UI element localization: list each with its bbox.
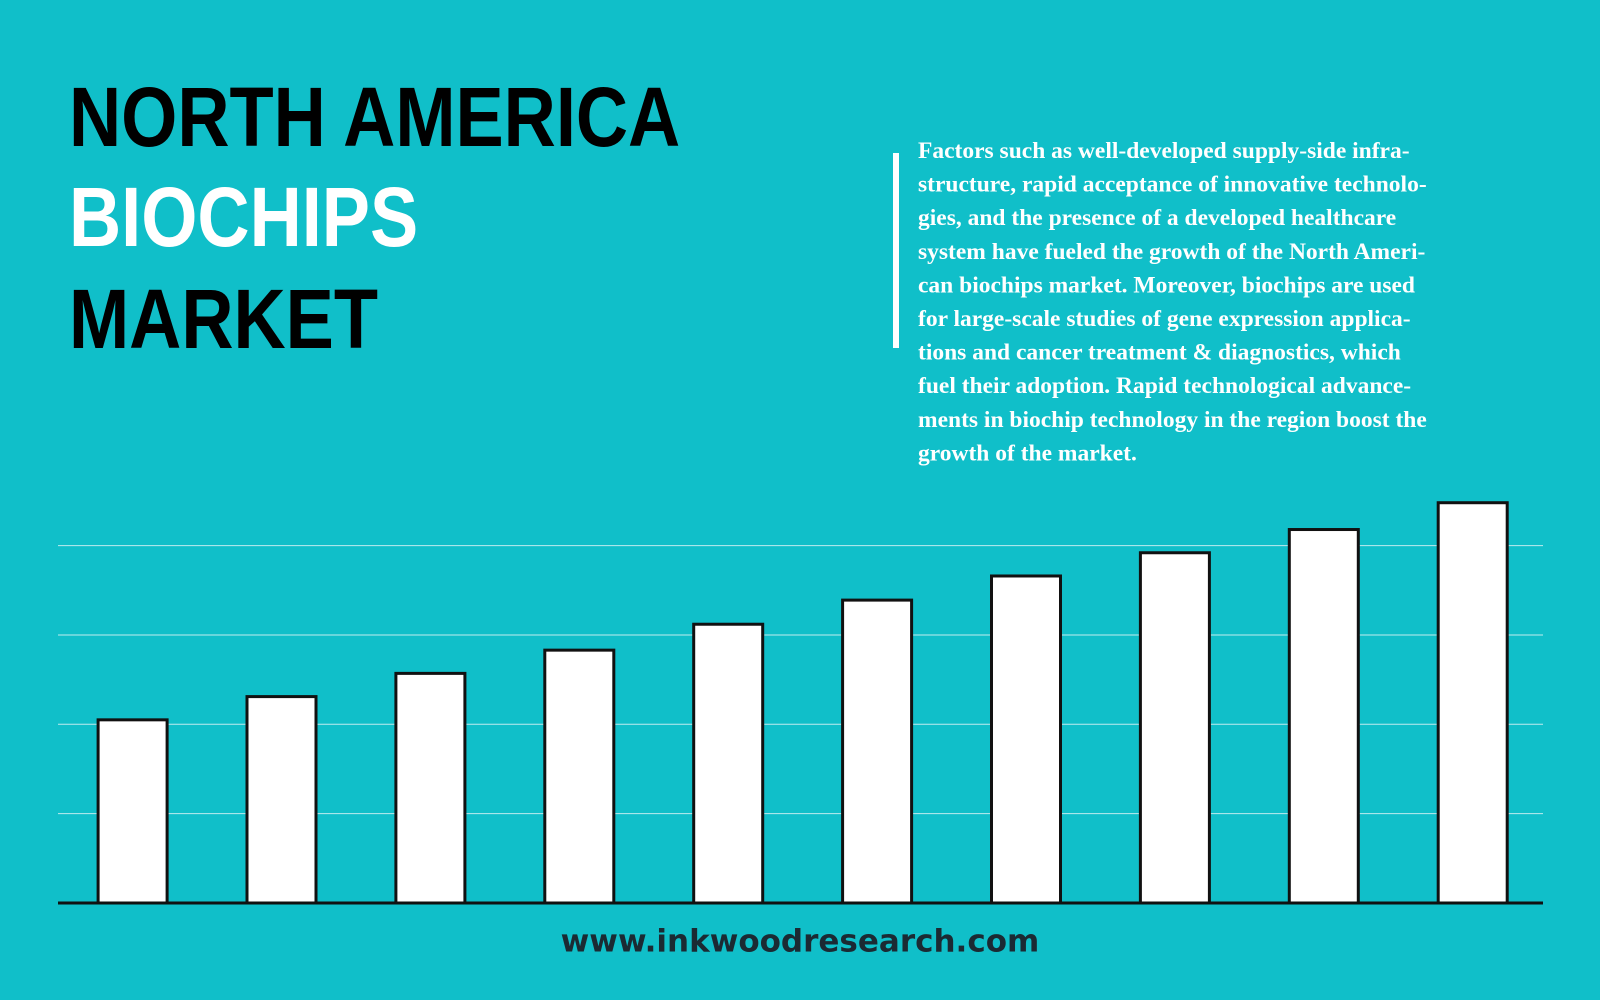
title-line: MARKET [69, 272, 378, 366]
description-line: growth of the market. [918, 440, 1137, 466]
bar [96, 718, 169, 905]
title-line: BIOCHIPS [69, 170, 418, 264]
bar [1436, 501, 1509, 905]
bar [245, 695, 318, 905]
description-line: Factors such as well-developed supply-si… [918, 138, 1410, 164]
website: www.inkwoodresearch.com [561, 924, 1040, 960]
description-line: gies, and the presence of a developed he… [918, 205, 1396, 231]
bar [841, 598, 914, 905]
bar [990, 574, 1062, 905]
bar [1138, 551, 1211, 905]
description-line: for large-scale studies of gene expressi… [918, 306, 1411, 332]
description-line: can biochips market. Moreover, biochips … [918, 272, 1415, 298]
accent-bar [893, 153, 899, 348]
title-line: NORTH AMERICA [69, 70, 680, 164]
description-line: tions and cancer treatment & diagnostics… [918, 340, 1401, 366]
description-line: fuel their adoption. Rapid technological… [918, 373, 1411, 399]
description-line: ments in biochip technology in the regio… [918, 407, 1427, 433]
bar [1287, 528, 1360, 905]
bar [543, 648, 616, 905]
description-line: system have fueled the growth of the Nor… [918, 239, 1425, 265]
description-line: structure, rapid acceptance of innovativ… [918, 172, 1427, 198]
bar [394, 671, 467, 905]
bar [692, 622, 765, 905]
